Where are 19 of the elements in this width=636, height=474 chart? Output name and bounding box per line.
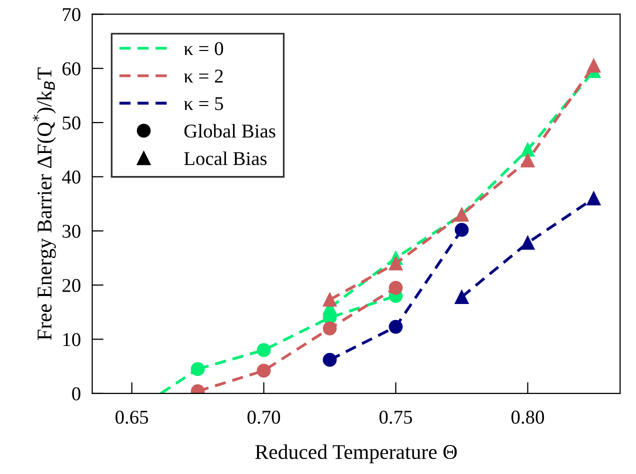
legend-label: κ = 2 [184,70,223,83]
x-tick-label: 0.80 [511,410,544,424]
y-tick-label: 70 [62,8,80,22]
legend-label: κ = 5 [184,97,224,110]
y-tick-label: 50 [62,116,80,130]
y-tick-label: 60 [62,62,80,76]
x-axis-title: Reduced Temperature Θ [255,444,457,464]
y-tick-label: 40 [62,170,80,184]
y-tick-label: 0 [72,387,80,400]
y-tick-label: 10 [63,333,80,346]
legend-label: κ = 0 [184,42,224,56]
x-tick-label: 0.75 [379,410,412,424]
x-tick-label: 0.65 [116,410,148,424]
y-tick-label: 30 [62,224,80,238]
y-axis-title: Free Energy Barrier ΔF(Q$^{*}$)/k$_{B}$T [32,67,56,340]
x-tick-label: 0.70 [248,410,280,424]
legend-label: Global Bias [184,124,276,138]
legend-label: Local Bias [184,151,267,166]
y-tick-label: 20 [62,278,80,292]
